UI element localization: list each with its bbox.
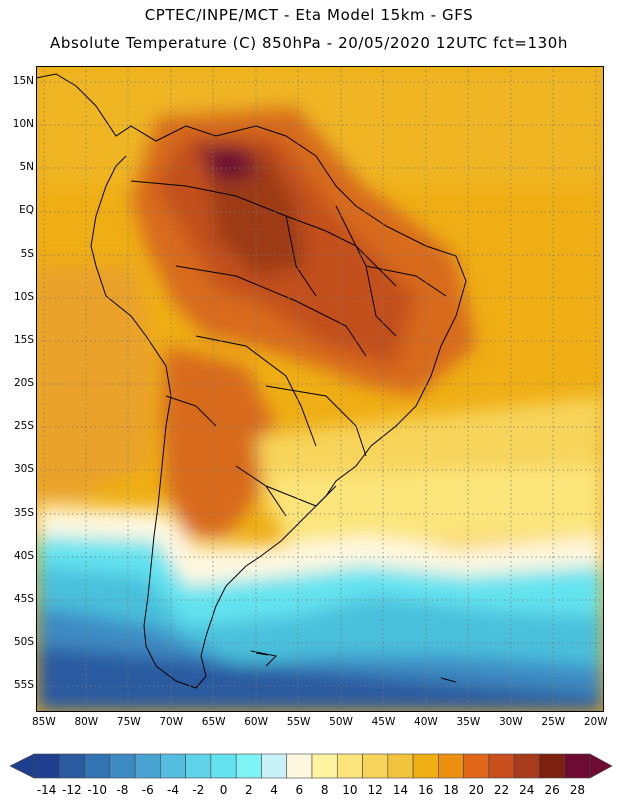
colorbar-tick-label: 8 [321, 783, 329, 797]
colorbar-swatch [438, 753, 464, 779]
colorbar-swatch [412, 753, 439, 779]
colorbar-swatch [286, 753, 313, 779]
colorbar-high-arrow [589, 753, 613, 779]
colorbar-swatch [109, 753, 136, 779]
latitude-label: 30S [13, 463, 34, 476]
temperature-map [36, 66, 604, 712]
colorbar-tick-label: -12 [62, 783, 82, 797]
latitude-label: 55S [13, 679, 34, 692]
longitude-label: 35W [456, 716, 481, 728]
title-line-1: CPTEC/INPE/MCT - Eta Model 15km - GFS [144, 6, 474, 24]
colorbar-tick-label: -14 [37, 783, 57, 797]
colorbar-tick-label: 22 [494, 783, 509, 797]
colorbar-tick-label: 18 [443, 783, 458, 797]
colorbar-low-arrow [9, 753, 35, 779]
colorbar-tick-label: 4 [270, 783, 278, 797]
colorbar-swatch [336, 753, 363, 779]
colorbar-tick-label: 10 [342, 783, 357, 797]
longitude-label: 40W [414, 716, 438, 728]
colorbar-tick-label: 24 [519, 783, 534, 797]
colorbar-tick-labels: -14 -12 -10 -8 -6 -4 -2 0 2 4 6 8 10 12 14 16 18 20 22 24 26… [37, 783, 585, 797]
latitude-label: 45S [13, 592, 34, 605]
latitude-label: 15S [13, 333, 34, 346]
longitude-label: 55W [286, 716, 311, 728]
latitude-label: 10S [13, 290, 34, 303]
colorbar-tick-label: 0 [220, 783, 228, 797]
longitude-label: 50W [329, 716, 353, 728]
latitude-label: 15N [12, 75, 34, 87]
colorbar-swatches [9, 753, 613, 779]
colorbar-swatch [362, 753, 389, 779]
colorbar-tick-label: 16 [418, 783, 433, 797]
colorbar-tick-label: 12 [368, 783, 383, 797]
latitude-label: EQ [19, 204, 34, 217]
temperature-field [36, 66, 604, 712]
colorbar-swatch [488, 753, 515, 779]
colorbar-swatch [84, 753, 111, 779]
latitude-label: 5S [20, 247, 34, 260]
longitude-label: 80W [74, 716, 99, 728]
latitude-label: 50S [13, 635, 34, 648]
colorbar-tick-label: -6 [142, 783, 154, 797]
longitude-label: 30W [498, 716, 523, 728]
colorbar-tick-label: -4 [167, 783, 179, 797]
latitude-label: 40S [13, 549, 34, 562]
longitude-label: 85W [32, 716, 56, 728]
colorbar-swatch [387, 753, 414, 779]
colorbar-tick-label: -10 [87, 783, 107, 797]
colorbar: -14 -12 -10 -8 -6 -4 -2 0 2 4 6 8 10 12 14 16 18 20 22 24 26… [9, 753, 613, 797]
colorbar-swatch [564, 753, 591, 779]
coastlines [36, 73, 467, 689]
latitude-label: 35S [13, 506, 34, 519]
colorbar-swatch [134, 753, 161, 779]
gridlines [36, 66, 604, 712]
colorbar-tick-label: -8 [116, 783, 128, 797]
longitude-label: 60W [244, 716, 268, 728]
colorbar-swatch [261, 753, 288, 779]
map-frame [36, 66, 604, 712]
colorbar-swatch [463, 753, 490, 779]
title-line-2: Absolute Temperature (C) 850hPa - 20/05/… [49, 34, 569, 52]
colorbar-swatch [33, 753, 60, 779]
longitude-label: 45W [371, 716, 396, 728]
colorbar-tick-label: 2 [245, 783, 253, 797]
colorbar-swatch [311, 753, 338, 779]
longitude-label: 20W [583, 716, 608, 728]
colorbar-swatch [160, 753, 186, 779]
colorbar-tick-label: 6 [296, 783, 304, 797]
colorbar-tick-label: 28 [570, 783, 585, 797]
colorbar-tick-label: -2 [192, 783, 204, 797]
longitude-label: 25W [541, 716, 566, 728]
colorbar-swatch [210, 753, 237, 779]
latitude-label: 10N [12, 118, 34, 131]
colorbar-tick-label: 26 [544, 783, 559, 797]
longitude-label: 65W [201, 716, 226, 728]
colorbar-swatch [235, 753, 262, 779]
colorbar-swatch [58, 753, 85, 779]
colorbar-swatch [539, 753, 566, 779]
colorbar-tick-label: 20 [469, 783, 484, 797]
latitude-label: 25S [13, 420, 34, 433]
longitude-label: 70W [159, 716, 184, 728]
latitude-label: 20S [13, 377, 34, 390]
colorbar-tick-label: 14 [393, 783, 408, 797]
latitude-label: 5N [19, 161, 34, 174]
colorbar-swatch [513, 753, 540, 779]
longitude-label: 75W [116, 716, 141, 728]
colorbar-swatch [185, 753, 212, 779]
